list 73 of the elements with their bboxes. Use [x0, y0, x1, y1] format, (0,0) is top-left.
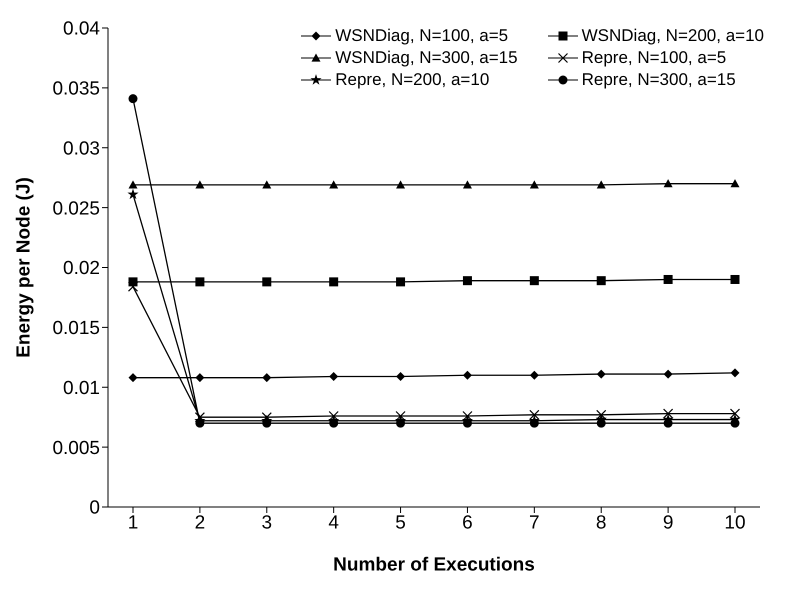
point: [730, 274, 740, 284]
point: [262, 412, 272, 422]
y-tick-label: 0.01: [63, 378, 100, 399]
point: [664, 370, 673, 379]
point: [530, 370, 539, 380]
point: [596, 370, 606, 379]
point: [530, 276, 539, 286]
y-tick-label: 0: [89, 498, 100, 519]
y-axis-title: Energy per Node (J): [14, 177, 35, 358]
point: [396, 418, 406, 428]
y-tick-label: 0.04: [63, 18, 100, 40]
point: [329, 372, 338, 381]
point: [195, 277, 204, 286]
point: [530, 180, 539, 188]
x-tick-label: 5: [395, 512, 406, 534]
point: [329, 418, 338, 428]
x-tick-label: 2: [194, 512, 206, 534]
x-tick-label: 10: [724, 512, 746, 534]
point: [596, 180, 606, 188]
point: [462, 418, 472, 428]
point: [730, 368, 740, 378]
point: [663, 408, 674, 419]
point: [396, 372, 406, 381]
point: [664, 179, 673, 188]
point: [462, 410, 473, 422]
x-tick-label: 6: [462, 512, 473, 534]
point: [127, 188, 139, 200]
x-tick-label: 7: [529, 512, 540, 534]
point: [128, 373, 138, 382]
point: [195, 373, 204, 382]
point: [462, 180, 472, 188]
point: [128, 94, 138, 104]
point: [462, 370, 472, 380]
point: [596, 410, 606, 420]
point: [730, 179, 740, 188]
point: [396, 180, 406, 188]
x-tick-label: 9: [662, 512, 674, 534]
point: [328, 410, 339, 422]
point: [195, 180, 204, 188]
legend-label: WSNDiag, N=300, a=15: [335, 48, 518, 68]
point: [730, 408, 740, 419]
point: [262, 373, 272, 382]
point: [128, 282, 138, 292]
legend-label: WSNDiag, N=200, a=10: [582, 26, 764, 46]
point: [262, 277, 272, 286]
legend-label: WSNDiag, N=100, a=5: [335, 26, 508, 46]
point: [596, 276, 606, 286]
legend-label: Repre, N=300, a=15: [582, 70, 736, 90]
legend-label: Repre, N=200, a=10: [335, 70, 490, 90]
y-tick-label: 0.03: [63, 138, 100, 160]
point: [262, 180, 272, 188]
point: [664, 274, 673, 284]
y-tick-label: 0.005: [52, 438, 100, 459]
x-tick-label: 3: [261, 512, 272, 534]
point: [395, 410, 406, 422]
point: [529, 410, 540, 420]
x-axis-title: Number of Executions: [333, 554, 535, 576]
y-tick-label: 0.035: [52, 78, 100, 100]
point: [462, 276, 472, 286]
point: [329, 180, 338, 188]
y-tick-label: 0.015: [52, 318, 100, 340]
point: [730, 418, 740, 428]
x-tick-label: 4: [328, 512, 340, 534]
x-tick-label: 1: [128, 512, 138, 534]
point: [530, 418, 539, 428]
point: [396, 277, 406, 286]
point: [329, 277, 338, 286]
y-tick-label: 0.025: [52, 198, 100, 220]
point: [128, 180, 138, 188]
y-tick-label: 0.02: [63, 258, 100, 280]
legend-label: Repre, N=100, a=5: [582, 48, 726, 68]
point: [194, 412, 205, 422]
x-tick-label: 8: [596, 512, 607, 534]
